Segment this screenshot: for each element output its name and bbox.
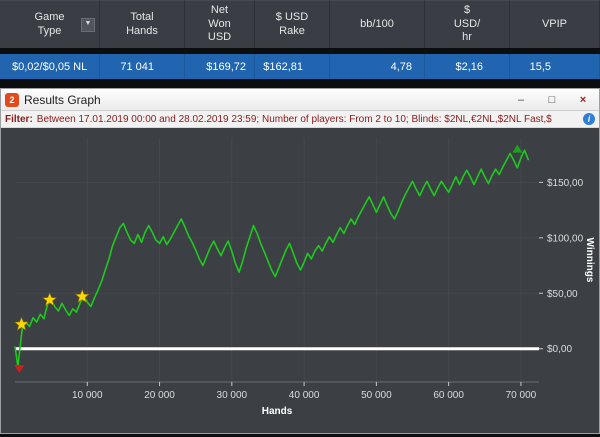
maximize-button[interactable]: □ <box>548 93 556 106</box>
cell-total-hands: 71 041 <box>100 54 185 79</box>
info-icon[interactable]: i <box>583 113 595 125</box>
cell-usd-hr: $2,16 <box>425 54 510 79</box>
x-tick-label: 40 000 <box>289 390 320 401</box>
y-tick-label: $0,00 <box>547 344 572 355</box>
column-label-game-type: Game Type <box>34 10 65 37</box>
column-header-total-hands[interactable]: Total Hands <box>100 0 185 48</box>
start-marker <box>14 365 25 374</box>
column-header-usd-rake[interactable]: $ USD Rake <box>255 0 330 48</box>
window-titlebar[interactable]: 2 Results Graph – □ × <box>1 89 599 111</box>
column-header-net-won-usd[interactable]: Net Won USD <box>185 0 255 48</box>
minimize-button[interactable]: – <box>517 93 525 106</box>
filter-text: Between 17.01.2019 00:00 and 28.02.2019 … <box>36 113 552 125</box>
y-tick-label: $100,00 <box>547 233 584 244</box>
filter-bar: Filter: Between 17.01.2019 00:00 and 28.… <box>1 111 599 128</box>
chevron-down-icon[interactable]: ▼ <box>81 17 95 32</box>
cell-bb100: 4,78 <box>330 54 425 79</box>
x-tick-label: 70 000 <box>506 390 537 401</box>
window-title: Results Graph <box>24 92 101 107</box>
x-tick-label: 10 000 <box>72 390 103 401</box>
y-tick-label: $50,00 <box>547 289 578 300</box>
x-axis-title: Hands <box>262 406 293 417</box>
cell-rake: $162,81 <box>255 54 330 79</box>
star-marker <box>14 316 29 331</box>
x-tick-label: 60 000 <box>433 390 464 401</box>
app-logo-icon: 2 <box>5 92 19 107</box>
stats-table: Game Type ▼ Total Hands Net Won USD $ US… <box>0 0 600 79</box>
results-chart: 10 000 20 000 30 000 40 000 50 000 60 000 70 0… <box>14 138 595 417</box>
x-tick-label: 50 000 <box>361 390 392 401</box>
cell-vpip: 15,5 <box>510 54 600 79</box>
column-header-game-type[interactable]: Game Type ▼ <box>0 0 100 48</box>
chart-area: 10 000 20 000 30 000 40 000 50 000 60 000 70 0… <box>1 128 599 433</box>
close-button[interactable]: × <box>579 93 587 106</box>
winnings-line <box>14 149 530 368</box>
y-tick-label: $150,00 <box>547 178 584 189</box>
end-marker <box>512 144 523 153</box>
x-tick-label: 20 000 <box>144 390 175 401</box>
cell-net-won: $169,72 <box>185 54 255 79</box>
results-graph-window: 2 Results Graph – □ × Filter: Between 17… <box>0 88 600 434</box>
y-axis-title: Winnings <box>584 238 595 283</box>
table-row-selected[interactable]: $0,02/$0,05 NL 71 041 $169,72 $162,81 4,… <box>0 54 600 79</box>
star-marker <box>74 288 90 303</box>
stats-header-row: Game Type ▼ Total Hands Net Won USD $ US… <box>0 0 600 48</box>
column-header-vpip[interactable]: VPIP <box>510 0 600 48</box>
column-header-bb100[interactable]: bb/100 <box>330 0 425 48</box>
column-header-usd-hr[interactable]: $ USD/ hr <box>425 0 510 48</box>
star-marker <box>42 292 58 307</box>
cell-game-type: $0,02/$0,05 NL <box>0 54 100 79</box>
x-tick-label: 30 000 <box>217 390 248 401</box>
filter-label: Filter: <box>5 113 33 125</box>
